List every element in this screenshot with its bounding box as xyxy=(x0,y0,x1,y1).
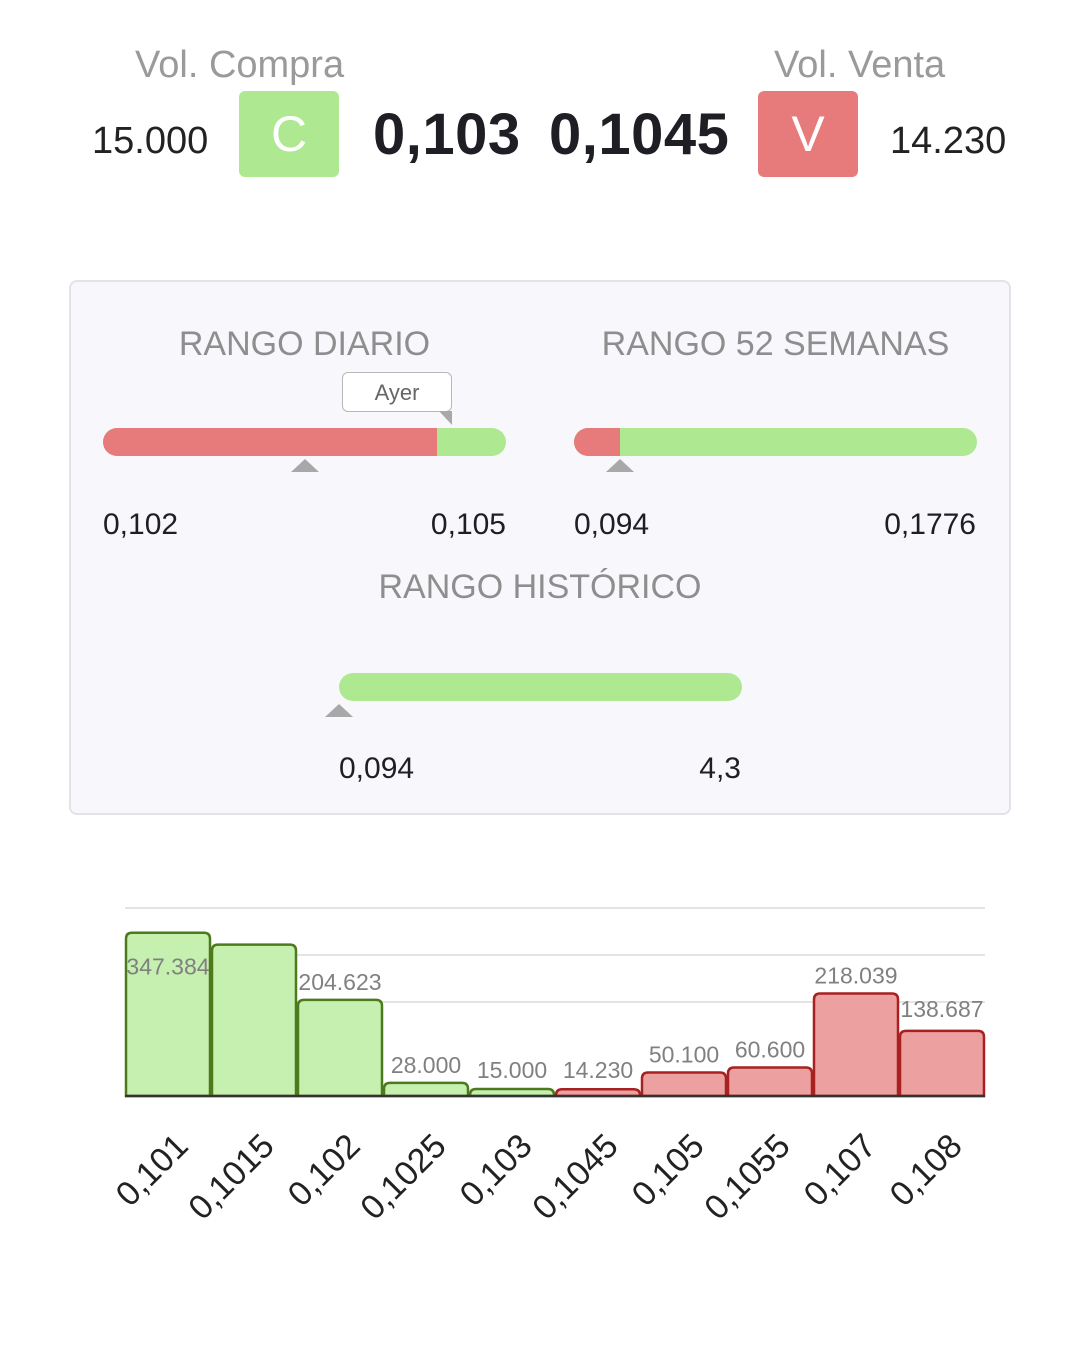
buy-volume-value: 15.000 xyxy=(92,120,209,162)
bar-0,1055 xyxy=(726,1066,814,1098)
data-label: 218.039 xyxy=(814,963,897,989)
bar-0,1015 xyxy=(210,943,298,1098)
data-label: 60.600 xyxy=(735,1037,805,1063)
x-tick-label: 0,1045 xyxy=(525,1127,625,1227)
order-book-chart: 347.384 204.623 28.000 15.000 14.230 50.100 60… xyxy=(109,907,986,1227)
bar-0,1025 xyxy=(382,1081,470,1098)
data-label: 204.623 xyxy=(298,969,381,995)
sell-button[interactable]: V xyxy=(758,91,858,177)
yesterday-tooltip: Ayer xyxy=(342,372,452,412)
week52-range-max: 0,1776 xyxy=(884,508,976,541)
yesterday-pointer-icon xyxy=(439,411,452,425)
daily-range-title: RANGO DIARIO xyxy=(178,325,431,363)
daily-range-red-segment xyxy=(103,428,438,456)
data-label: 347.384 xyxy=(126,954,209,980)
historic-range-min: 0,094 xyxy=(339,752,415,785)
data-label: 14.230 xyxy=(563,1057,633,1083)
historic-range-max: 4,3 xyxy=(699,752,741,785)
x-tick-label: 0,108 xyxy=(883,1127,970,1214)
buy-volume-label: Vol. Compra xyxy=(135,44,345,86)
sell-volume-label: Vol. Venta xyxy=(774,44,946,86)
sell-volume-value: 14.230 xyxy=(890,120,1007,162)
daily-current-marker-icon xyxy=(290,459,319,472)
x-tick-label: 0,1015 xyxy=(181,1127,281,1227)
sell-button-label: V xyxy=(791,106,825,162)
data-label: 15.000 xyxy=(477,1057,547,1083)
week52-range-min: 0,094 xyxy=(574,508,650,541)
daily-range-max: 0,105 xyxy=(430,508,506,541)
week52-range-title: RANGO 52 SEMANAS xyxy=(601,325,950,363)
data-label: 28.000 xyxy=(391,1052,461,1078)
ask-price: 0,1045 xyxy=(549,102,730,167)
historic-current-marker-icon xyxy=(325,704,353,717)
historic-range-title: RANGO HISTÓRICO xyxy=(378,568,702,606)
buy-button-label: C xyxy=(270,106,308,162)
bid-price: 0,103 xyxy=(373,102,521,167)
daily-range-bar xyxy=(103,428,506,456)
data-label: 50.100 xyxy=(649,1041,719,1067)
x-tick-label: 0,107 xyxy=(797,1127,884,1214)
x-tick-label: 0,1055 xyxy=(697,1127,797,1227)
yesterday-tooltip-label: Ayer xyxy=(374,380,420,405)
data-label: 138.687 xyxy=(900,996,983,1022)
bar-0,105 xyxy=(640,1071,728,1098)
daily-range-min: 0,102 xyxy=(103,508,179,541)
buy-button[interactable]: C xyxy=(239,91,339,177)
bar-0,101 xyxy=(124,931,212,1098)
week52-range-red-segment xyxy=(574,428,621,456)
bar-0,108 xyxy=(898,1029,986,1098)
bar-0,107 xyxy=(812,992,900,1098)
week52-range-bar xyxy=(574,428,977,456)
bar-0,102 xyxy=(296,998,384,1098)
historic-range-bar xyxy=(339,673,742,701)
week52-current-marker-icon xyxy=(606,459,635,472)
x-tick-label: 0,1025 xyxy=(353,1127,453,1227)
bar-0,103 xyxy=(468,1087,556,1098)
bar-0,1045 xyxy=(554,1088,642,1098)
ranges-panel xyxy=(69,280,1011,815)
